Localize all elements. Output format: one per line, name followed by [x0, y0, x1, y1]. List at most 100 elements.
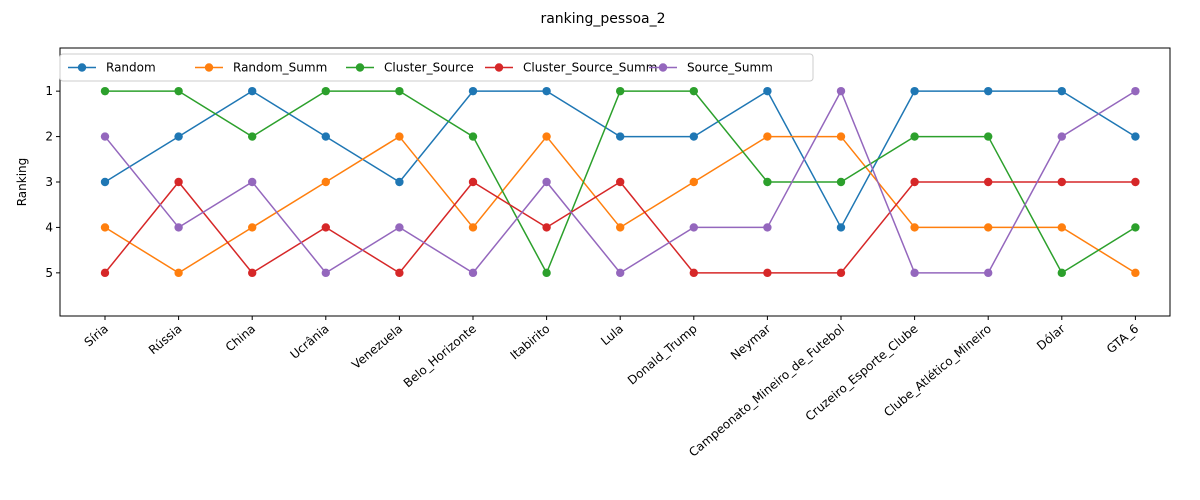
x-tick-label: Síria: [82, 322, 111, 350]
data-point: [174, 268, 183, 278]
data-point: [1057, 223, 1067, 232]
data-point: [984, 268, 993, 278]
y-tick-label: 2: [45, 130, 53, 144]
data-point: [248, 86, 257, 96]
data-point: [321, 86, 330, 96]
data-point: [1131, 132, 1140, 141]
data-point: [763, 177, 772, 187]
data-point: [910, 86, 919, 96]
x-tick-label: Ucrânia: [288, 322, 332, 362]
data-point: [763, 268, 772, 278]
data-point: [395, 86, 404, 96]
data-point: [836, 86, 846, 96]
data-point: [1057, 86, 1067, 96]
legend-label: Source_Summ: [687, 61, 773, 75]
y-tick-label: 1: [45, 84, 53, 98]
data-point: [395, 177, 404, 187]
data-point: [100, 268, 110, 278]
chart-title: ranking_pessoa_2: [540, 11, 665, 27]
x-tick-label: Belo_Horizonte: [401, 322, 479, 391]
data-point: [542, 223, 551, 232]
data-point: [763, 132, 772, 141]
x-tick-label: GTA_6: [1104, 322, 1141, 357]
data-point: [984, 132, 993, 141]
data-point: [1131, 268, 1140, 278]
data-point: [174, 223, 183, 232]
data-point: [542, 86, 551, 96]
data-point: [100, 177, 110, 187]
data-point: [1131, 177, 1140, 187]
x-tick-label: Itabirito: [508, 322, 553, 363]
data-point: [984, 86, 993, 96]
data-point: [689, 223, 698, 232]
data-point: [321, 223, 330, 232]
y-tick-label: 5: [45, 266, 53, 280]
data-point: [174, 132, 183, 141]
data-point: [468, 223, 478, 232]
data-point: [248, 132, 257, 141]
data-point: [1131, 86, 1140, 96]
data-point: [984, 177, 993, 187]
data-point: [1057, 132, 1067, 141]
data-point: [616, 223, 625, 232]
data-point: [616, 132, 625, 141]
legend-label: Random_Summ: [233, 61, 327, 75]
legend-label: Cluster_Source_Summ: [523, 61, 657, 75]
legend-label: Random: [106, 61, 156, 75]
data-point: [468, 132, 478, 141]
data-point: [910, 132, 919, 141]
plot-area: 1 2 3 4 5 Síria Rússia China Ucrânia VenezuelaBel…: [45, 47, 1171, 460]
series-line-random-summ: [104, 135, 1136, 274]
data-point: [321, 268, 330, 278]
data-point: [1057, 268, 1067, 278]
data-point: [836, 268, 846, 278]
legend-swatch-marker: [77, 63, 87, 72]
data-point: [468, 86, 478, 96]
data-point: [689, 177, 698, 187]
data-point: [1131, 223, 1140, 232]
data-point: [616, 177, 625, 187]
legend-swatch-marker: [494, 63, 504, 72]
data-point: [174, 86, 183, 96]
x-tick-label: Rússia: [146, 322, 185, 358]
legend: Random Random_Summ Cluster_Source Cluster_S…: [59, 53, 814, 82]
x-tick-label: Dólar: [1034, 322, 1068, 353]
data-point: [689, 86, 698, 96]
data-point: [689, 132, 698, 141]
data-point: [395, 223, 404, 232]
data-point: [174, 177, 183, 187]
data-point: [763, 223, 772, 232]
data-point: [248, 268, 257, 278]
data-point: [836, 177, 846, 187]
legend-box: [59, 53, 814, 82]
data-point: [689, 268, 698, 278]
data-point: [763, 86, 772, 96]
data-point: [836, 132, 846, 141]
y-axis-label: Ranking: [15, 158, 29, 207]
series-line-random: [104, 90, 1136, 230]
data-point: [468, 177, 478, 187]
data-point: [100, 223, 110, 232]
data-point: [984, 223, 993, 232]
legend-swatch-marker: [204, 63, 214, 72]
data-point: [468, 268, 478, 278]
data-point: [1057, 177, 1067, 187]
data-point: [616, 268, 625, 278]
data-point: [910, 177, 919, 187]
data-point: [321, 177, 330, 187]
data-point: [910, 268, 919, 278]
x-tick-label: Lula: [598, 322, 626, 349]
data-point: [395, 268, 404, 278]
data-point: [100, 132, 110, 141]
x-tick-label: Neymar: [728, 322, 773, 363]
x-tick-label: Campeonato_Mineiro_de_Futebol: [686, 322, 847, 460]
data-point: [616, 86, 625, 96]
x-tick-label: Venezuela: [349, 322, 405, 372]
y-tick-label: 4: [45, 220, 53, 234]
data-point: [542, 268, 551, 278]
data-point: [836, 223, 846, 232]
data-point: [395, 132, 404, 141]
y-tick-label: 3: [45, 175, 53, 189]
data-point: [100, 86, 110, 96]
